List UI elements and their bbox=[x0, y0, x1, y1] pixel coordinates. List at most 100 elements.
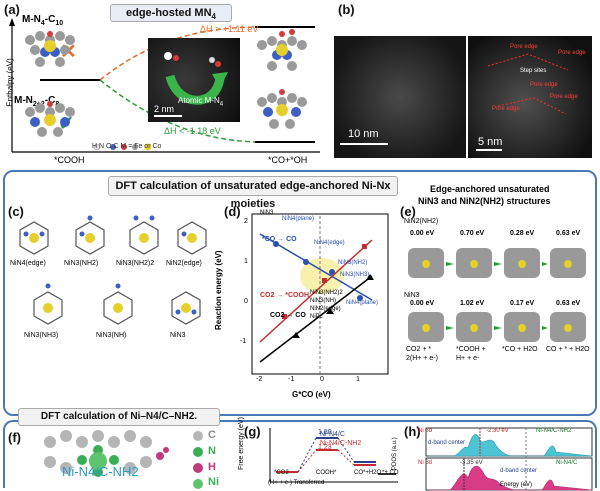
structure-6 bbox=[103, 283, 133, 325]
d-ytick: 2 bbox=[244, 218, 248, 225]
panel-f-structure bbox=[44, 430, 169, 477]
molecule-bottom-left bbox=[25, 101, 75, 137]
d-annotation: NiN3(NH) bbox=[310, 298, 336, 304]
inset-arrow-icon bbox=[154, 52, 228, 117]
panel-d-chart bbox=[251, 213, 389, 375]
panel-e-title-1: Edge-anchored unsaturated bbox=[430, 184, 550, 194]
panel-f-legend-dots bbox=[193, 431, 203, 489]
ts-c: -C bbox=[44, 14, 56, 25]
g-step: *CO2 bbox=[274, 470, 289, 476]
pore-edge-annotation: Pore edge bbox=[510, 44, 538, 50]
tem-right-scalebar: 5 nm bbox=[478, 136, 503, 148]
row2-value: 0.00 eV bbox=[410, 300, 435, 307]
step-label: CO + * + H2O bbox=[546, 346, 590, 353]
molecule-top-right bbox=[257, 29, 307, 71]
row1-value: 0.00 eV bbox=[410, 230, 435, 237]
pore-edge-annotation: Pore edge bbox=[492, 106, 520, 112]
structure-label: NiN3(NH3) bbox=[24, 332, 59, 339]
structure-label: NiN3(NH) bbox=[96, 332, 127, 339]
legend-h: H bbox=[208, 461, 216, 473]
step-label: CO2 + * bbox=[406, 346, 432, 353]
row1-value: 0.63 eV bbox=[556, 230, 581, 237]
inset-label-text: Atomic M-N bbox=[178, 96, 220, 105]
structure-label: NiN4(edge) bbox=[10, 260, 46, 267]
step-sites-annotation: Step sites bbox=[520, 68, 547, 74]
d-ytick: 0 bbox=[244, 298, 248, 305]
panel-a-banner: edge-hosted MN4 bbox=[110, 4, 232, 22]
d-xtick: 0 bbox=[320, 376, 324, 383]
panel-a-graphic: ✕ ✓ bbox=[9, 18, 320, 153]
step-sub: H+ + e- bbox=[456, 355, 480, 362]
d-annotation: NiN4(edge) bbox=[314, 240, 345, 246]
inset-label-sub: 4 bbox=[219, 101, 224, 108]
tem-image-left: 10 nm bbox=[334, 36, 466, 158]
g-legend-1: Ni-N4/C bbox=[320, 431, 345, 438]
banner-text: edge-hosted MN bbox=[125, 7, 212, 19]
legend-n: N bbox=[208, 445, 216, 457]
row2-name: NiN3 bbox=[404, 292, 420, 299]
panel-a-legend: H N O C M = Fe or Co bbox=[92, 143, 162, 150]
g-step: *+ CO bbox=[382, 470, 399, 476]
panel-d-ylabel: Reaction energy (eV) bbox=[214, 250, 223, 330]
section3-border bbox=[3, 420, 597, 488]
section3-banner: DFT calculation of Ni–N4/C–NH2. bbox=[18, 408, 220, 426]
structure-3 bbox=[129, 215, 159, 255]
panel-a-ylabel: Enthalpy (eV) bbox=[5, 58, 15, 107]
d-xtick: -2 bbox=[256, 376, 263, 383]
panel-h-chart bbox=[425, 427, 593, 491]
structure-label: NiN3(NH2) bbox=[64, 260, 99, 267]
row2-value: 1.02 eV bbox=[460, 300, 485, 307]
h-xlabel: Energy (eV) bbox=[500, 482, 533, 488]
d-annotation: NiPc bbox=[310, 314, 323, 320]
d-annotation: NiN3(NH2) bbox=[338, 260, 368, 266]
g-step: CO*+H2O bbox=[354, 470, 382, 476]
section2-banner: DFT calculation of unsaturated edge-anch… bbox=[108, 176, 398, 210]
ts-d: 10 bbox=[55, 20, 64, 27]
d-ytick: 1 bbox=[244, 258, 248, 265]
g-value-1: 1.80 bbox=[318, 429, 332, 436]
panel-c-structures bbox=[19, 215, 207, 325]
inset-label: Atomic M-N4 bbox=[178, 96, 223, 108]
row1-value: 0.28 eV bbox=[510, 230, 535, 237]
pore-edge-annotation: Pore edge bbox=[530, 82, 558, 88]
step-sub: 2(H+ + e-) bbox=[406, 355, 438, 362]
panel-d-xlabel: G*CO (eV) bbox=[292, 390, 331, 399]
row1-value: 0.70 eV bbox=[460, 230, 485, 237]
panel-a-label: (a) bbox=[4, 2, 20, 17]
bs-c: -C bbox=[44, 95, 56, 106]
inset-haadf-image: Atomic M-N4 2 nm bbox=[148, 38, 240, 122]
row2-value: 0.17 eV bbox=[510, 300, 535, 307]
d-annotation: NiN4(plane) bbox=[282, 216, 315, 222]
h-bottom-center: -3.35 eV bbox=[460, 460, 483, 466]
h-bottom-name: Ni-N4/C bbox=[556, 460, 578, 466]
d-line-label: CO2 → *COOH bbox=[260, 292, 310, 299]
row1-name: NiN2(NH2) bbox=[404, 218, 439, 225]
d-annotation: NiN4(plane) bbox=[346, 300, 379, 306]
g-xlabel: (H+ + e-) Transferred bbox=[268, 480, 325, 486]
panel-a-xleft: *COOH bbox=[54, 155, 85, 165]
structure-label: NiN2(edge) bbox=[166, 260, 202, 267]
step-label: *COOH + bbox=[456, 346, 486, 353]
structure-1 bbox=[19, 221, 49, 255]
tem-left-overlay bbox=[340, 143, 388, 145]
panel-f-label: (f) bbox=[8, 430, 21, 445]
panel-b-label: (b) bbox=[338, 2, 355, 17]
g-step: COOH* bbox=[316, 470, 337, 476]
inset-scalebar-label: 2 nm bbox=[154, 104, 175, 114]
h-top-dband: d-band center bbox=[428, 440, 466, 446]
legend-ni: Ni bbox=[208, 476, 219, 488]
d-xtick: -1 bbox=[288, 376, 295, 383]
pore-edge-annotation: Pore edge bbox=[558, 50, 586, 56]
dh-up-label: ΔH > +1.11 eV bbox=[200, 24, 259, 34]
h-bottom-tag: Ni 3d bbox=[418, 460, 433, 466]
panel-d-label: (d) bbox=[224, 204, 241, 219]
section2-border bbox=[3, 170, 597, 416]
h-top-name: Ni-N4/C-NH2 bbox=[536, 428, 572, 434]
panel-h-label: (h) bbox=[404, 424, 421, 439]
panel-g-chart bbox=[269, 428, 398, 483]
panel-e-label: (e) bbox=[400, 204, 416, 219]
panel-f-structure-label: Ni-N4/C-NH2 bbox=[62, 464, 139, 479]
structure-4 bbox=[177, 221, 207, 255]
pore-edge-annotation: Pore edge bbox=[550, 94, 578, 100]
row2-value: 0.63 eV bbox=[556, 300, 581, 307]
